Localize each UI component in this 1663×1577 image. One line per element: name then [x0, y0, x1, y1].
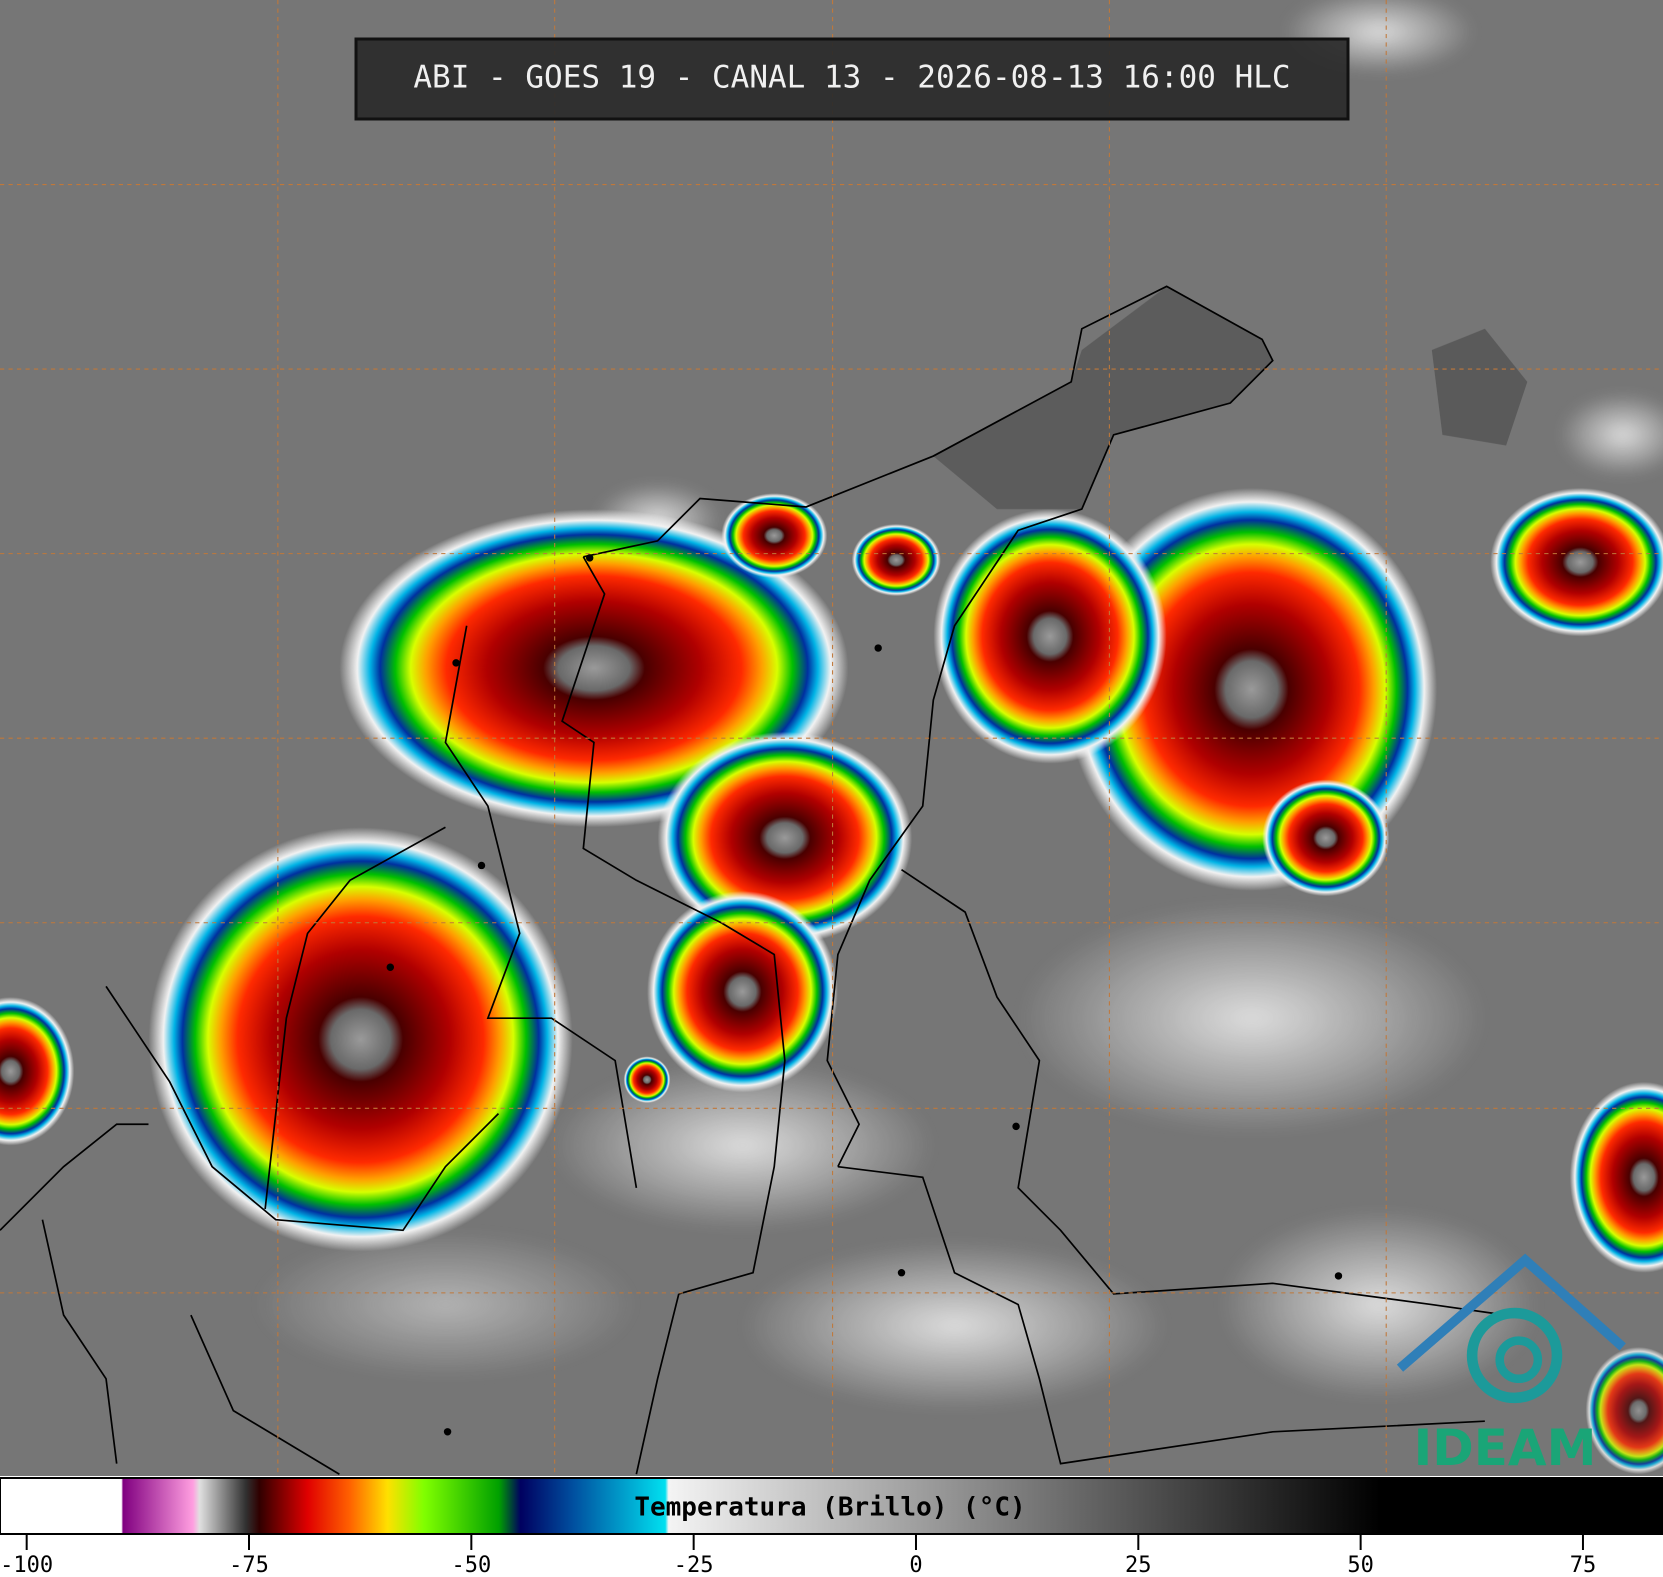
colorbar-ticks: -100 -75 -50 -25 0 25 50 75: [0, 1534, 1596, 1577]
colorbar-tick-label: 75: [1570, 1553, 1597, 1577]
peninsula: [933, 286, 1273, 510]
title-box: [354, 37, 1350, 121]
colorbar-tick-label: 50: [1347, 1553, 1374, 1577]
cities: [386, 554, 1343, 1436]
borders: [0, 285, 1507, 1475]
colorbar-tick-label: 25: [1125, 1553, 1152, 1577]
imagery: [0, 0, 1663, 1477]
lake: [1431, 328, 1528, 446]
colorbar-label: Temperatura (Brillo) (°C): [634, 1493, 1025, 1523]
logo-text: IDEAM: [1414, 1419, 1597, 1477]
logo: [1396, 1253, 1626, 1404]
colorbar-tick-label: -75: [229, 1553, 269, 1577]
storm-cells: [0, 487, 1663, 1475]
colorbar-tick-label: -25: [674, 1553, 714, 1577]
colorbar-tick-label: 0: [909, 1553, 922, 1577]
graticule: [0, 0, 1663, 1477]
colorbar: [0, 1477, 1663, 1535]
colorbar-tick-label: -100: [0, 1553, 53, 1577]
colorbar-tick-label: -50: [451, 1553, 491, 1577]
title: ABI - GOES 19 - CANAL 13 - 2026-08-13 16…: [413, 60, 1290, 96]
